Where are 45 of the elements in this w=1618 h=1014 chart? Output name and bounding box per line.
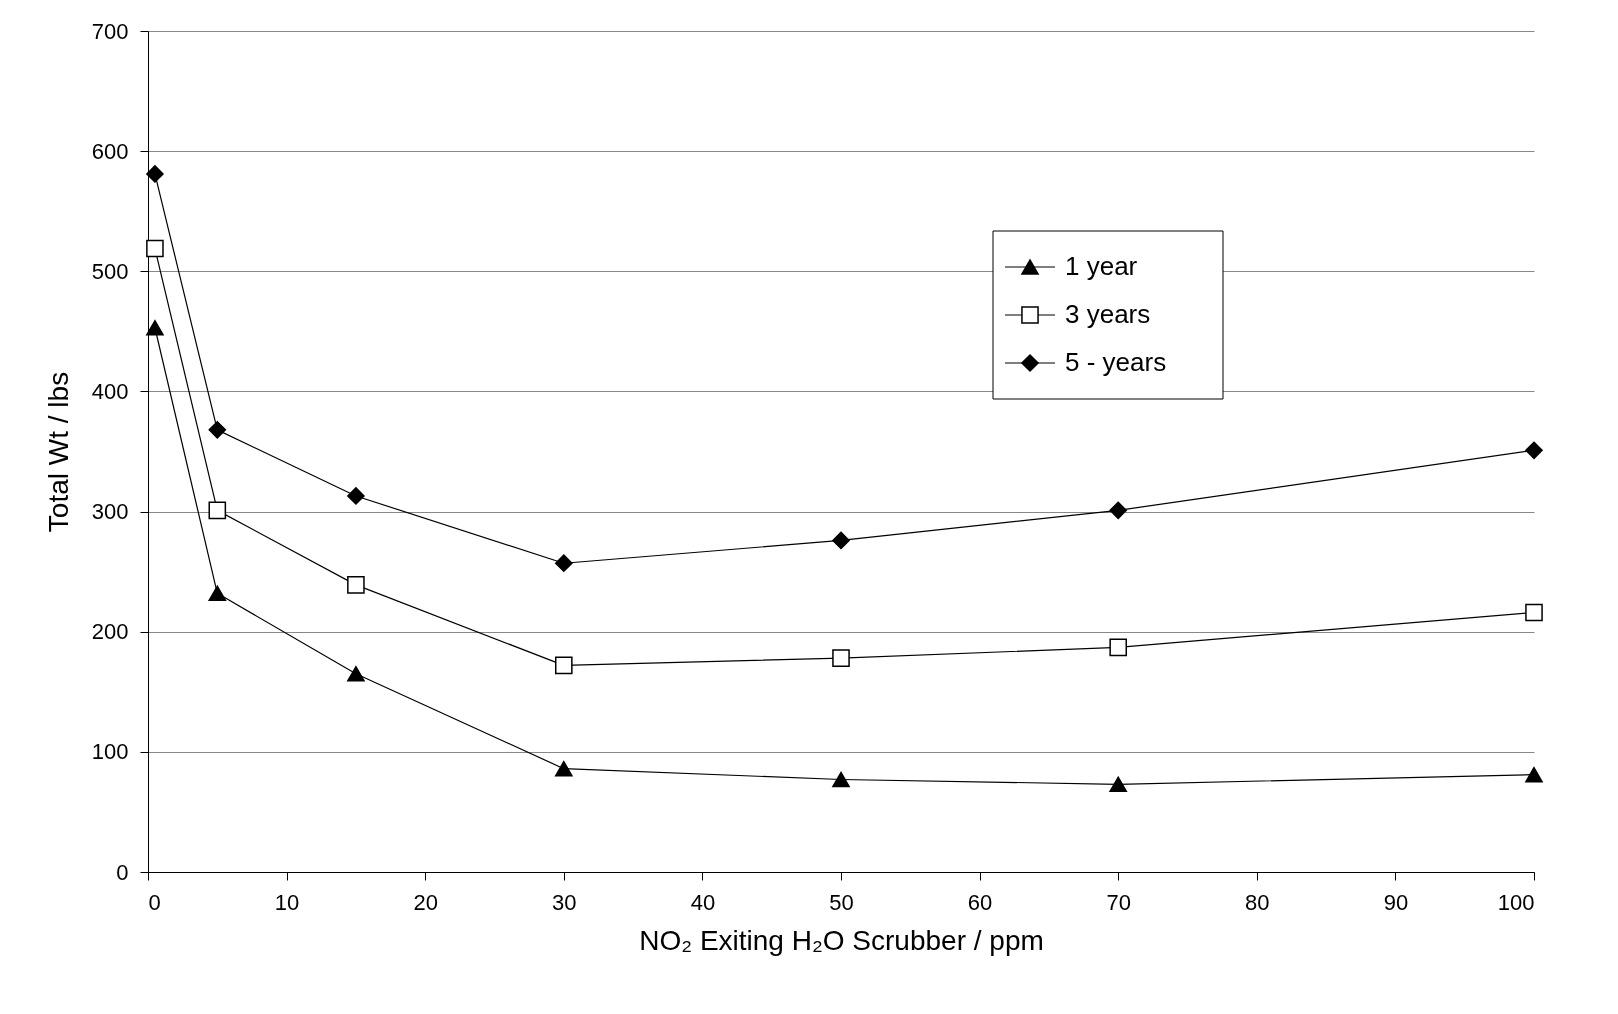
point [146, 165, 164, 183]
point [1525, 603, 1543, 622]
point [1109, 776, 1128, 793]
point [146, 320, 164, 336]
y-tick-label: 300 [91, 499, 129, 525]
y-tick-label: 200 [91, 619, 129, 645]
y-tick-label: 600 [91, 138, 129, 164]
point [208, 585, 227, 601]
point [554, 656, 573, 675]
point [347, 576, 365, 594]
x-tick-label: 10 [274, 889, 300, 915]
point [832, 531, 850, 550]
x-tick-label: 70 [1106, 889, 1131, 915]
point [1525, 766, 1543, 783]
x-tick-label: 60 [967, 889, 993, 915]
y-axis-title: Total Wt / lbs [42, 371, 74, 533]
x-tick-label: 40 [690, 889, 716, 915]
x-axis-title: NO₂ Exiting H₂O Scrubber / ppm [639, 924, 1044, 956]
x-tick-label: 90 [1383, 889, 1409, 915]
x-tick-label: 50 [829, 889, 854, 915]
point [208, 421, 227, 439]
point [1109, 501, 1128, 520]
y-tick-label: 700 [91, 18, 129, 44]
point [146, 239, 164, 258]
x-tick-label: 80 [1245, 889, 1270, 915]
legend-label: 3 years [1065, 299, 1151, 329]
point [208, 501, 227, 520]
y-tick-label: 500 [91, 258, 129, 284]
point [832, 771, 850, 788]
point [347, 487, 365, 505]
y-tick-label: 400 [91, 378, 129, 404]
point [832, 649, 850, 667]
y-tick-label: 0 [116, 859, 129, 885]
y-tick-label: 100 [91, 739, 129, 765]
point [554, 760, 573, 777]
point [554, 554, 573, 573]
point [1525, 441, 1543, 460]
x-tick-label: 20 [413, 889, 438, 915]
legend-label: 5 - years [1065, 347, 1167, 377]
legend-label: 1 year [1065, 251, 1138, 281]
x-tick-label: 100 [1497, 889, 1535, 915]
x-tick-label: 30 [552, 889, 577, 915]
x-tick-label: 0 [148, 889, 161, 915]
point [1109, 638, 1128, 657]
point [347, 666, 365, 682]
